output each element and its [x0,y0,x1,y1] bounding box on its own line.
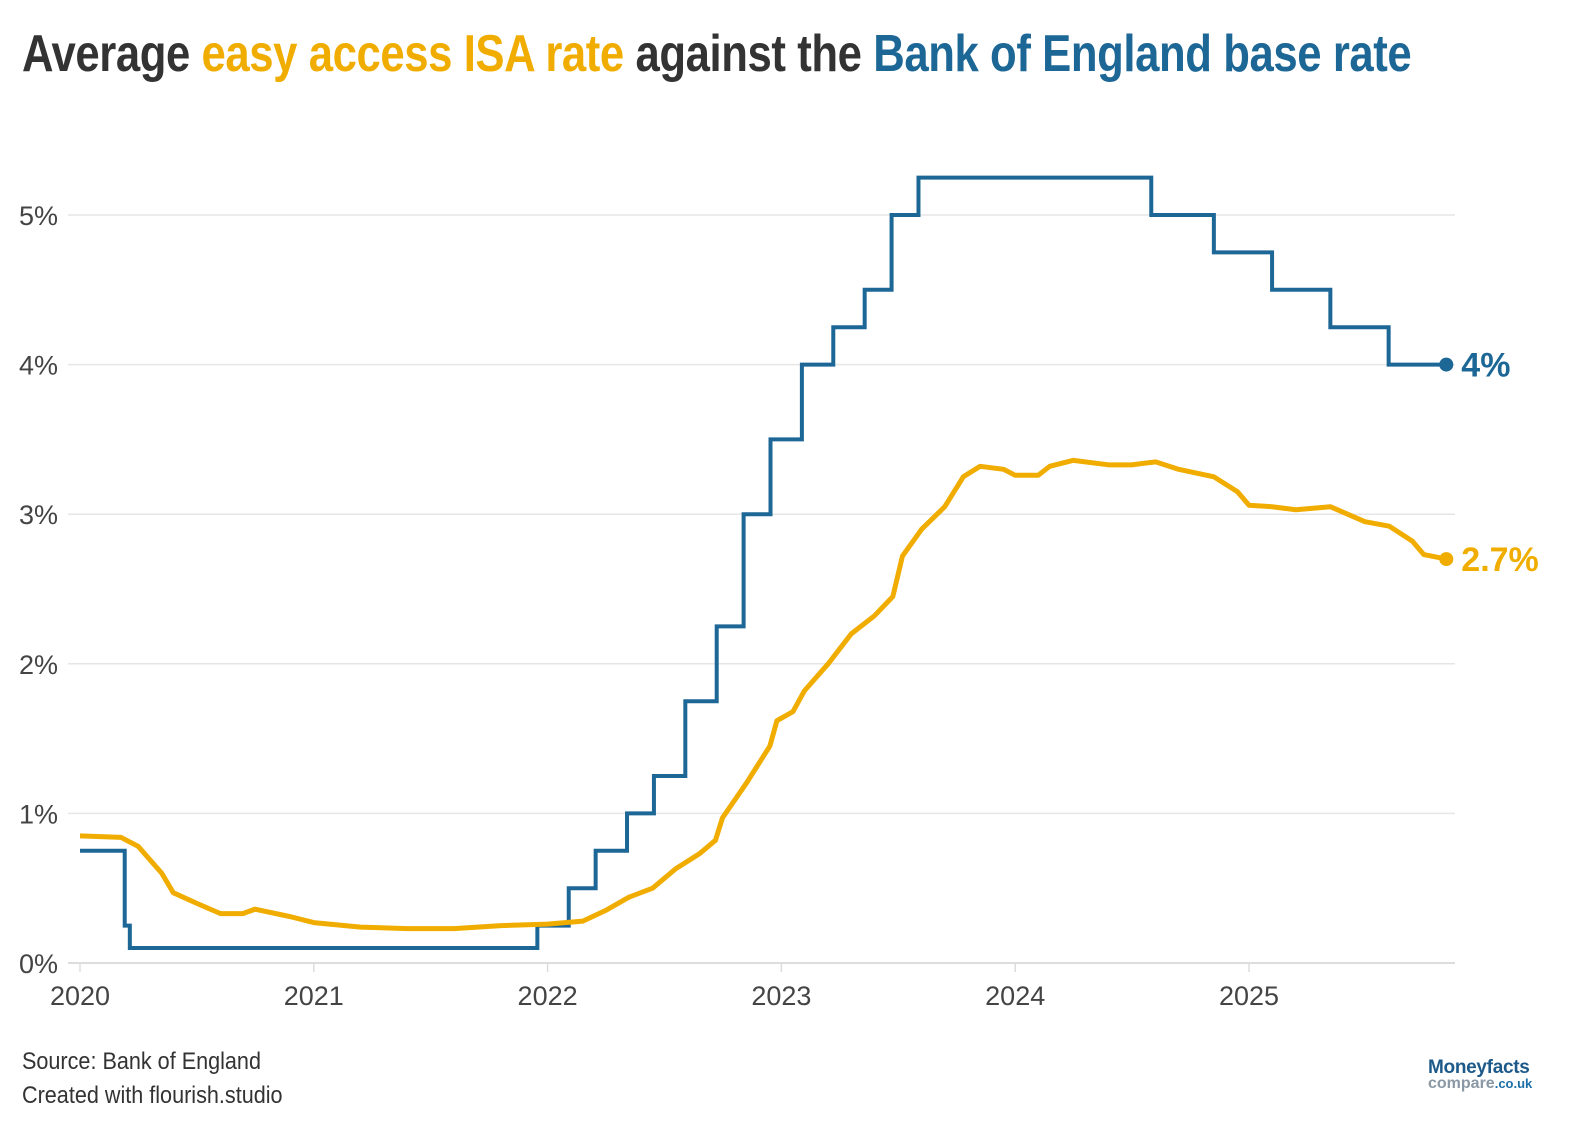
end-marker-base [1439,357,1454,372]
title-part-3: against the [623,25,874,83]
y-tick-label: 0% [19,949,58,979]
moneyfacts-logo: Moneyfacts compare.co.uk [1428,1057,1533,1092]
y-tick-label: 5% [19,201,58,231]
x-tick-label: 2020 [50,981,110,1011]
end-marker-isa [1439,552,1454,567]
y-tick-label: 3% [19,500,58,530]
y-tick-label: 2% [19,650,58,680]
gridlines [68,214,1455,964]
end-label-isa: 2.7% [1461,541,1539,579]
y-tick-label: 4% [19,351,58,381]
credit-link[interactable]: Created with flourish.studio [22,1082,283,1109]
x-tick-label: 2021 [284,981,344,1011]
logo-line-2: compare [1428,1075,1495,1092]
series-line-isa [79,457,1447,932]
x-tick-label: 2023 [751,981,811,1011]
x-axis: 2020 2021 2022 2023 2024 2025 [50,963,1279,1011]
x-tick-label: 2025 [1219,981,1279,1011]
y-tick-label: 1% [19,799,58,829]
logo-line-1: Moneyfacts [1428,1057,1530,1078]
source-text: Source: Bank of England [22,1048,261,1075]
y-axis: 0% 1% 2% 3% 4% 5% [19,201,58,979]
series-group: 4% 2.7% [79,175,1539,951]
end-label-base: 4% [1461,347,1510,385]
title-part-1: Average [22,25,202,83]
chart-title: Average easy access ISA rate against the… [22,24,1412,84]
x-tick-label: 2024 [985,981,1045,1011]
x-tick-label: 2022 [518,981,578,1011]
logo-line-3: .co.uk [1494,1076,1533,1091]
title-isa: easy access ISA rate [201,25,625,83]
series-line-base [80,175,1447,951]
title-base: Bank of England base rate [873,25,1412,83]
